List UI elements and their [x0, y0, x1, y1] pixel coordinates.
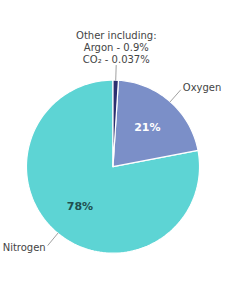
- svg-text:Other including:Argon - 0.9%CO: Other including:Argon - 0.9%CO₂ - 0.037%: [76, 30, 156, 65]
- svg-text:Nitrogen: Nitrogen: [3, 242, 46, 253]
- svg-text:Oxygen: Oxygen: [183, 82, 222, 93]
- svg-text:21%: 21%: [134, 121, 160, 134]
- svg-text:78%: 78%: [67, 200, 93, 213]
